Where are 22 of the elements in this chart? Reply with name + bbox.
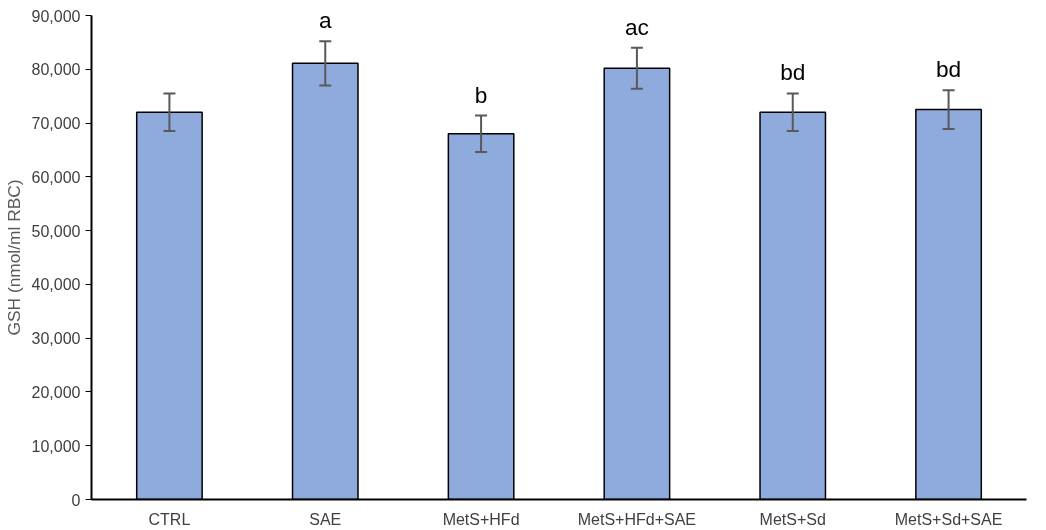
y-tick-label: 30,000 — [31, 330, 81, 348]
y-tick-label: 40,000 — [31, 276, 81, 294]
y-tick-label: 80,000 — [31, 61, 81, 79]
annotation: b — [474, 81, 488, 108]
x-tick-label: CTRL — [148, 510, 191, 528]
y-tick-label: 70,000 — [31, 115, 81, 133]
x-tick-label: SAE — [309, 510, 342, 528]
annotation: bd — [780, 59, 806, 86]
annotation: bd — [935, 56, 962, 83]
annotation: a — [318, 7, 332, 34]
y-axis-title: GSH (nmol/ml RBC) — [3, 179, 24, 336]
y-tick-label: 10,000 — [31, 437, 81, 455]
y-tick-label: 50,000 — [31, 222, 81, 240]
y-tick-label: 20,000 — [31, 383, 81, 401]
annotation: ac — [624, 13, 649, 40]
x-tick-label: MetS+HFd — [442, 510, 520, 528]
y-tick-label: 60,000 — [31, 168, 81, 186]
x-tick-label: MetS+Sd+SAE — [894, 510, 1003, 528]
x-tick-label: MetS+HFd+SAE — [577, 510, 697, 528]
x-tick-label: MetS+Sd — [759, 510, 826, 528]
y-tick-label: 0 — [71, 491, 81, 509]
y-tick-label: 90,000 — [31, 7, 81, 25]
